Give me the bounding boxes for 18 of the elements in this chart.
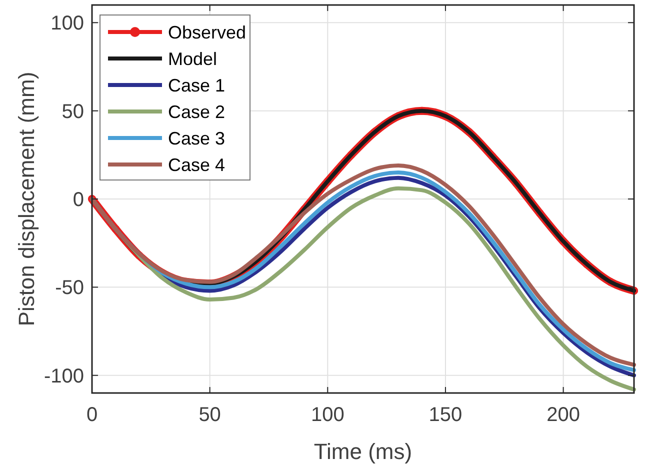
x-tick-label: 50 bbox=[198, 404, 221, 426]
y-tick-label: 0 bbox=[72, 189, 84, 211]
x-tick-label: 0 bbox=[86, 404, 98, 426]
legend-label: Case 4 bbox=[168, 154, 226, 175]
y-tick-label: -50 bbox=[55, 277, 84, 300]
legend-label: Case 3 bbox=[168, 128, 226, 148]
legend-label: Observed bbox=[168, 22, 246, 42]
y-tick-label: 100 bbox=[50, 12, 84, 35]
x-tick-label: 150 bbox=[428, 404, 462, 426]
y-axis-title: Piston displacement (mm) bbox=[14, 72, 39, 326]
y-tick-label: 50 bbox=[62, 100, 84, 123]
y-tick-label: -100 bbox=[44, 365, 84, 388]
legend-label: Model bbox=[168, 48, 218, 69]
x-tick-label: 200 bbox=[546, 404, 580, 426]
x-tick-label: 100 bbox=[310, 404, 344, 426]
legend-label: Case 2 bbox=[168, 102, 226, 122]
legend-label: Case 1 bbox=[168, 75, 226, 96]
x-axis-title: Time (ms) bbox=[314, 439, 412, 464]
